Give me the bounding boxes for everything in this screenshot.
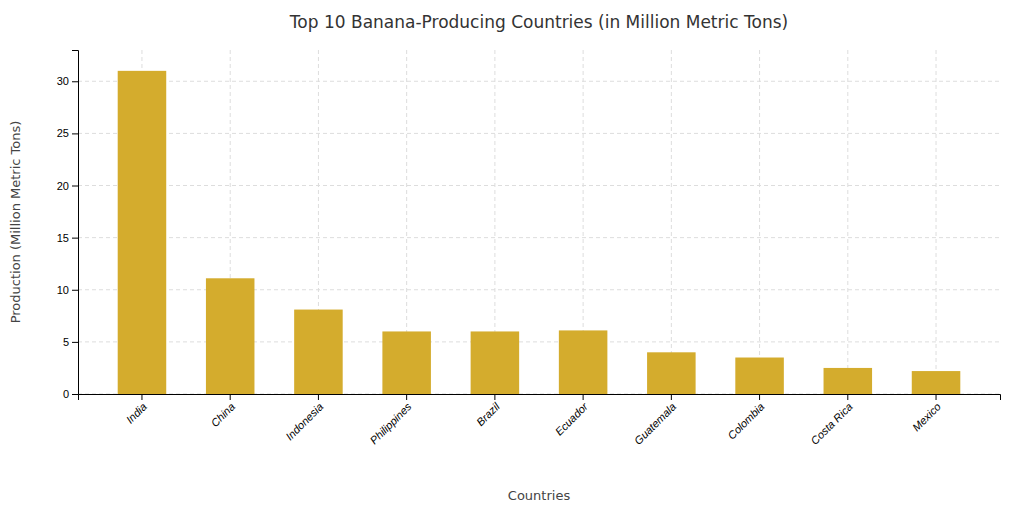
tick: 20 (57, 180, 78, 192)
tick: 25 (57, 127, 78, 139)
x-axis: India China Indonesia Philippines Brazil Ecua… (79, 394, 1001, 447)
tick: 15 (57, 232, 78, 244)
bar (647, 352, 696, 394)
tick: Costa Rica (808, 394, 855, 447)
tick-mark (72, 342, 78, 343)
tick-label: 30 (57, 75, 69, 87)
y-axis: 0 5 10 15 20 25 30 (57, 51, 79, 401)
bar (471, 331, 520, 394)
grid-line (78, 133, 1000, 134)
tick-mark (72, 186, 78, 187)
tick-mark (847, 394, 848, 400)
tick-mark (72, 290, 78, 291)
axis-line (79, 395, 1001, 401)
grid-line (936, 50, 937, 394)
grid (78, 50, 1000, 394)
axis-line (72, 51, 79, 395)
tick-mark (72, 238, 78, 239)
tick-mark (583, 394, 584, 400)
tick: 10 (57, 284, 78, 296)
tick-mark (72, 394, 78, 395)
tick: 5 (63, 336, 78, 348)
tick-mark (759, 394, 760, 400)
tick-label: Colombia (725, 400, 766, 441)
tick-mark (230, 394, 231, 400)
tick: Ecuador (553, 394, 591, 438)
tick: Philippines (368, 394, 414, 446)
tick-label: Brazil (474, 400, 502, 428)
tick: Brazil (474, 394, 502, 428)
tick-label: Indonesia (283, 400, 325, 442)
tick: 0 (63, 388, 78, 400)
tick-label: Mexico (910, 400, 943, 433)
tick: 30 (57, 75, 78, 87)
bar (912, 371, 961, 394)
grid-line (847, 50, 848, 394)
grid-line (671, 50, 672, 394)
x-axis-title: Countries (508, 488, 571, 503)
tick: Indonesia (283, 394, 325, 443)
bar (824, 368, 873, 394)
bar (206, 278, 255, 394)
bar (382, 331, 431, 394)
tick-label: 5 (63, 336, 69, 348)
tick-mark (318, 394, 319, 400)
grid-line (78, 81, 1000, 82)
tick-label: Ecuador (553, 399, 591, 437)
tick: Guatemala (632, 394, 679, 447)
tick-mark (141, 394, 142, 400)
chart: India China Indonesia Philippines Brazil Ecua… (0, 0, 1024, 512)
tick-label: 20 (57, 180, 69, 192)
tick-label: India (124, 400, 149, 425)
tick-label: Costa Rica (808, 400, 855, 447)
tick: China (208, 394, 237, 429)
grid-line (78, 237, 1000, 238)
tick-label: Guatemala (632, 400, 679, 447)
bar (118, 71, 167, 394)
tick-label: 15 (57, 232, 69, 244)
tick: India (124, 394, 149, 426)
bars (118, 71, 961, 394)
bar (735, 358, 784, 394)
tick-mark (406, 394, 407, 400)
tick-label: 10 (57, 284, 69, 296)
grid-line (759, 50, 760, 394)
plot: India China Indonesia Philippines Brazil Ecua… (57, 50, 1001, 447)
title: Top 10 Banana-Producing Countries (in Mi… (289, 12, 788, 32)
tick-mark (936, 394, 937, 400)
grid-line (78, 185, 1000, 186)
tick-label: 0 (63, 388, 69, 400)
bar (559, 330, 608, 394)
tick-label: 25 (57, 127, 69, 139)
bar (294, 310, 343, 394)
tick-label: China (208, 400, 237, 429)
tick-mark (494, 394, 495, 400)
tick: Colombia (725, 394, 766, 442)
tick-mark (72, 133, 78, 134)
y-axis-title: Production (Million Metric Tons) (8, 121, 23, 324)
tick-label: Philippines (368, 400, 414, 446)
tick-mark (671, 394, 672, 400)
tick: Mexico (910, 394, 943, 433)
tick-mark (72, 81, 78, 82)
